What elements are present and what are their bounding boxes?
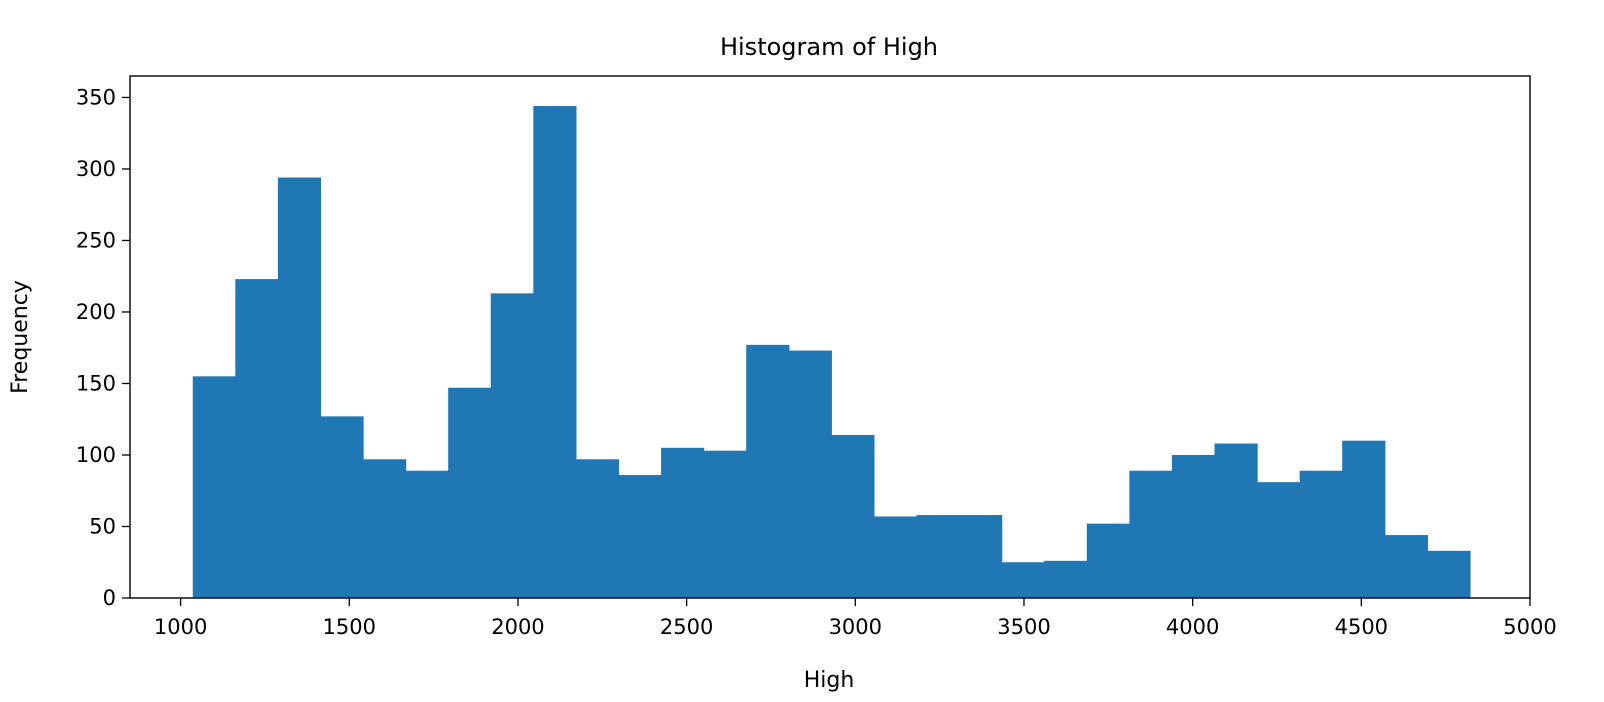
x-tick-label: 3000 <box>829 615 882 639</box>
histogram-bar <box>618 475 662 598</box>
histogram-bar <box>490 293 534 598</box>
y-tick-label: 200 <box>76 300 116 324</box>
y-tick-label: 150 <box>76 371 116 395</box>
histogram-bar <box>363 459 407 598</box>
histogram-bar <box>1342 440 1386 598</box>
histogram-bar <box>448 387 492 598</box>
x-tick-label: 1500 <box>323 615 376 639</box>
histogram-bar <box>703 450 747 598</box>
histogram-bar <box>831 434 875 598</box>
x-axis-label: High <box>804 668 855 693</box>
histogram-bar <box>533 106 577 599</box>
histogram-bar <box>405 470 449 598</box>
x-tick-label: 3500 <box>997 615 1050 639</box>
histogram-bar <box>1427 550 1471 598</box>
histogram-bar <box>320 416 364 598</box>
x-tick-label: 2000 <box>491 615 544 639</box>
histogram-bar <box>1384 535 1428 598</box>
histogram-bar <box>661 447 705 598</box>
x-tick-label: 4500 <box>1335 615 1388 639</box>
histogram-bar <box>916 515 960 598</box>
y-tick-label: 100 <box>76 443 116 467</box>
histogram-bar <box>788 350 832 598</box>
chart-title: Histogram of High <box>720 33 938 61</box>
y-axis-ticks: 0 50 100 150 200 250 300 350 <box>76 85 130 610</box>
histogram-bar <box>235 279 279 598</box>
y-tick-label: 0 <box>103 586 116 610</box>
x-tick-label: 1000 <box>154 615 207 639</box>
x-tick-label: 2500 <box>660 615 713 639</box>
histogram-bar <box>1044 560 1088 598</box>
histogram-bar <box>192 376 236 598</box>
histogram-bar <box>277 177 322 598</box>
plot-area-frame <box>129 75 1531 599</box>
histogram-bar <box>1001 562 1045 598</box>
x-tick-label: 5000 <box>1503 615 1556 639</box>
histogram-bar <box>746 344 790 598</box>
x-axis-ticks: 1000 1500 2000 2500 3000 3500 4000 4500 5000 <box>154 598 1557 639</box>
histogram-bar <box>1257 482 1301 598</box>
histogram-bar <box>1214 443 1258 598</box>
histogram-bar <box>1299 470 1343 598</box>
histogram-bar <box>959 515 1003 598</box>
histogram-bar <box>873 516 918 598</box>
y-axis-label: Frequency <box>8 280 33 394</box>
histogram-bar <box>1086 523 1130 598</box>
x-tick-label: 4000 <box>1166 615 1219 639</box>
histogram-bar <box>575 459 620 598</box>
histogram-bar <box>1171 454 1216 598</box>
y-tick-label: 350 <box>76 85 116 109</box>
histogram-bar <box>1129 470 1173 598</box>
y-tick-label: 300 <box>76 157 116 181</box>
histogram-bars <box>192 106 1471 599</box>
y-tick-label: 250 <box>76 228 116 252</box>
y-tick-label: 50 <box>89 514 116 538</box>
